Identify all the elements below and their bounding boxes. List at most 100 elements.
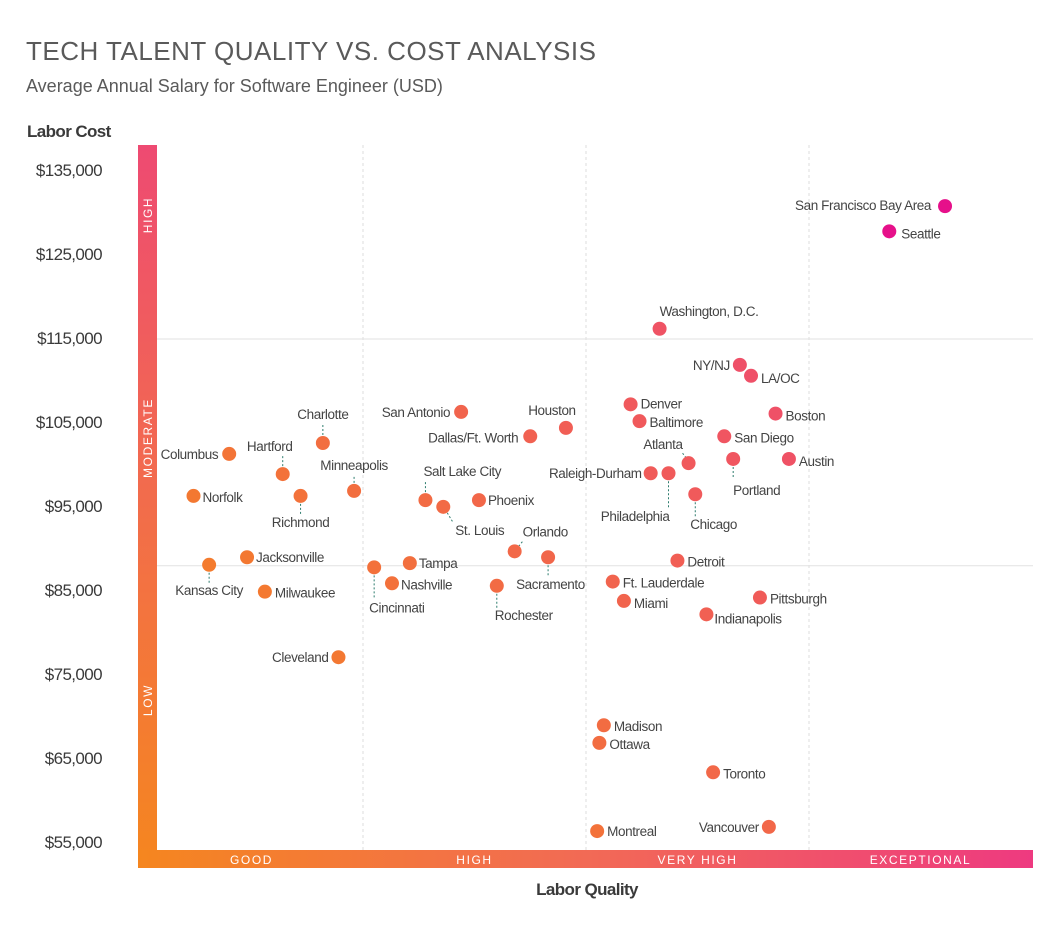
point-label: Chicago: [690, 517, 737, 532]
data-point[interactable]: [454, 404, 469, 419]
data-point-group: Madison: [596, 718, 662, 734]
y-band-bar: [138, 145, 157, 868]
point-label: Philadelphia: [601, 509, 671, 524]
data-point-group: Norfolk: [186, 488, 244, 505]
data-point[interactable]: [623, 397, 638, 412]
data-point-group: Sacramento: [516, 550, 585, 592]
data-point[interactable]: [732, 357, 747, 372]
point-label: Atlanta: [643, 437, 683, 452]
data-point[interactable]: [938, 199, 953, 214]
y-band-label: LOW: [141, 684, 155, 716]
data-point[interactable]: [761, 819, 776, 834]
point-label: Rochester: [495, 608, 554, 623]
data-point[interactable]: [523, 429, 538, 444]
data-point-group: Cincinnati: [367, 560, 425, 615]
data-point[interactable]: [315, 436, 330, 450]
data-point[interactable]: [275, 467, 290, 482]
data-point[interactable]: [670, 553, 685, 568]
data-point[interactable]: [643, 466, 658, 481]
band-labels: GOOD HIGH VERY HIGH EXCEPTIONAL LOW MODERATE H…: [141, 197, 970, 867]
chart-title: TECH TALENT QUALITY VS. COST ANALYSIS: [26, 36, 596, 66]
data-point-group: Denver: [623, 396, 683, 412]
data-point[interactable]: [744, 368, 759, 383]
data-point[interactable]: [661, 466, 676, 481]
data-point[interactable]: [222, 446, 237, 461]
data-point[interactable]: [347, 483, 362, 498]
data-point-group: Rochester: [489, 578, 554, 623]
data-point-group: Indianapolis: [699, 607, 783, 626]
data-point[interactable]: [367, 560, 382, 575]
data-point-group: Chicago: [688, 487, 737, 532]
data-point[interactable]: [688, 487, 703, 502]
point-label: Madison: [614, 719, 662, 734]
point-label: Boston: [786, 409, 826, 424]
point-label: Pittsburgh: [770, 592, 827, 607]
data-point-group: Nashville: [384, 576, 453, 592]
point-label: Dallas/Ft. Worth: [428, 430, 518, 445]
data-point[interactable]: [596, 718, 611, 733]
point-label: Kansas City: [175, 583, 243, 598]
y-tick-label: $75,000: [45, 665, 102, 684]
point-label: Indianapolis: [714, 611, 782, 626]
data-point[interactable]: [541, 550, 556, 565]
data-point[interactable]: [699, 607, 714, 622]
data-point[interactable]: [436, 499, 451, 514]
data-point-group: Ft. Lauderdale: [605, 574, 705, 591]
data-point[interactable]: [471, 493, 486, 508]
data-point-group: Seattle: [882, 224, 941, 241]
data-point[interactable]: [752, 590, 767, 605]
data-point-group: Austin: [781, 451, 834, 469]
point-label: Salt Lake City: [423, 464, 501, 479]
point-label: Vancouver: [699, 820, 760, 835]
data-point-group: Cleveland: [272, 650, 346, 665]
data-point[interactable]: [706, 765, 721, 780]
data-point-group: Baltimore: [632, 414, 703, 430]
data-point-group: Washington, D.C.: [652, 304, 759, 336]
data-point[interactable]: [616, 593, 631, 608]
data-point[interactable]: [652, 321, 667, 336]
x-category-label: HIGH: [456, 853, 492, 867]
data-point[interactable]: [882, 224, 897, 239]
data-point-group: Raleigh-Durham: [549, 466, 658, 481]
data-point-group: Detroit: [670, 553, 725, 570]
data-point-group: San Antonio: [382, 404, 469, 420]
data-point-group: Phoenix: [471, 493, 535, 508]
data-point[interactable]: [592, 735, 607, 750]
data-point[interactable]: [489, 578, 504, 593]
data-point[interactable]: [331, 650, 346, 665]
point-label: San Diego: [734, 430, 793, 445]
data-point[interactable]: [590, 824, 605, 839]
data-point[interactable]: [293, 488, 308, 503]
data-point[interactable]: [402, 556, 417, 571]
data-point[interactable]: [717, 429, 732, 444]
point-label: Detroit: [687, 555, 725, 570]
data-point[interactable]: [558, 420, 573, 435]
data-point[interactable]: [681, 456, 696, 471]
data-point[interactable]: [240, 550, 255, 565]
data-point[interactable]: [605, 574, 620, 589]
data-point-group: Charlotte: [297, 407, 349, 450]
point-label: Montreal: [607, 824, 657, 839]
data-point[interactable]: [632, 414, 647, 429]
data-point-group: Kansas City: [175, 557, 244, 598]
point-label: Richmond: [272, 515, 330, 530]
data-point[interactable]: [202, 557, 217, 572]
data-point[interactable]: [384, 576, 399, 591]
data-point-group: Richmond: [272, 488, 330, 530]
data-point[interactable]: [507, 544, 522, 559]
data-point[interactable]: [781, 451, 796, 466]
data-point-group: San Diego: [717, 429, 794, 445]
data-point[interactable]: [257, 584, 272, 599]
leader-line: [518, 541, 524, 547]
point-label: Seattle: [901, 226, 940, 241]
data-point[interactable]: [726, 451, 741, 466]
data-point-group: NY/NJ: [693, 357, 747, 373]
point-label: Denver: [641, 396, 683, 411]
data-point-group: Vancouver: [699, 819, 776, 835]
point-label: Washington, D.C.: [660, 304, 759, 319]
point-label: Charlotte: [297, 407, 348, 422]
data-point[interactable]: [186, 488, 201, 503]
data-point[interactable]: [418, 493, 433, 508]
data-point[interactable]: [768, 406, 783, 421]
